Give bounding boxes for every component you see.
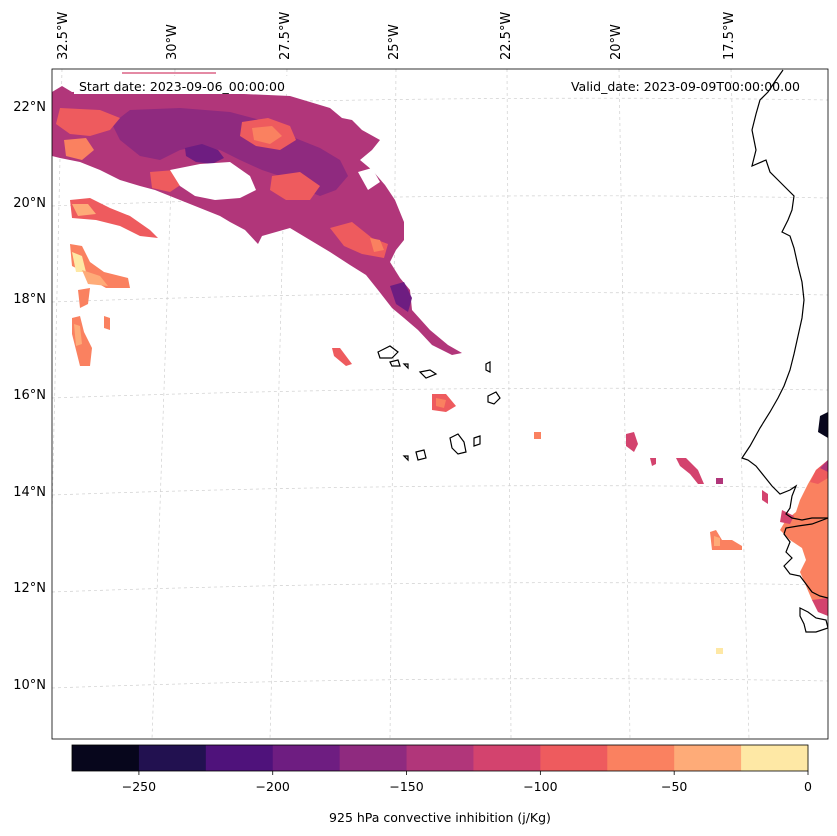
lat-label: 20°N (13, 196, 46, 211)
colorbar-tick-label: −200 (256, 779, 290, 794)
colorbar-tick-label: −100 (523, 779, 557, 794)
colorbar-swatch (607, 745, 675, 771)
colorbar-swatch (741, 745, 809, 771)
cin-orange-3 (270, 172, 320, 200)
cin-contours (52, 86, 828, 654)
cin-west-4-inner (74, 324, 82, 346)
cin-west-2-inner (72, 252, 86, 272)
colorbar-tick-label: 0 (804, 779, 812, 794)
cin-coast-blob-purple (820, 460, 828, 472)
valid-date-label: Valid_date: 2023-09-09T00:00:00.00 (571, 79, 800, 94)
colorbar-swatch (473, 745, 541, 771)
lat-label: 10°N (13, 678, 46, 693)
colorbar-swatch (205, 745, 274, 771)
lon-label: 20°W (609, 24, 624, 60)
colorbar-swatch (540, 745, 608, 771)
cin-east-2 (650, 458, 656, 466)
lon-label: 22.5°W (499, 12, 514, 60)
cin-gap-2 (358, 168, 380, 190)
cin-central-2-inner (436, 398, 446, 408)
cin-light-1 (64, 138, 94, 160)
lat-label: 12°N (13, 581, 46, 596)
cin-east-6 (716, 648, 723, 654)
lat-label: 16°N (13, 388, 46, 403)
colorbar-tick-label: −150 (389, 779, 423, 794)
start-date-label: Start date: 2023-09-06_00:00:00 (79, 79, 285, 94)
cin-west-2-mid (82, 270, 108, 286)
cin-east-1 (626, 432, 638, 452)
cin-band-deep (185, 144, 224, 164)
colorbar-swatch (272, 745, 341, 771)
cin-west-2 (70, 244, 130, 288)
colorbar-swatch (339, 745, 408, 771)
cin-west-5 (104, 316, 110, 330)
cin-coast-dark (818, 412, 828, 438)
colorbar: −250 −200 −150 −100 −50 0 (71, 744, 812, 794)
cin-coast-blob-south (812, 598, 828, 616)
map-border (51, 68, 829, 740)
coastline (377, 69, 828, 633)
colorbar-tick-label: −250 (122, 779, 156, 794)
cin-central-3 (534, 432, 541, 439)
cin-band-deep-2 (390, 282, 412, 312)
lon-label: 27.5°W (278, 12, 293, 60)
cin-light-3 (370, 238, 384, 252)
cin-coast-blob (780, 460, 828, 616)
cin-east-3 (676, 458, 704, 484)
longitude-labels: 32.5°W 30°W 27.5°W 25°W 22.5°W 20°W 17.5… (56, 12, 737, 60)
label-backdrop (74, 76, 314, 94)
cin-east-7 (762, 490, 768, 504)
lon-label: 32.5°W (56, 12, 71, 60)
colorbar-border (71, 744, 809, 772)
cin-west-3 (78, 288, 90, 308)
colorbar-swatch (406, 745, 474, 771)
map-content (52, 69, 828, 739)
cin-central-1 (332, 348, 352, 366)
lat-label: 18°N (13, 292, 46, 307)
latitude-labels: 22°N 20°N 18°N 16°N 14°N 12°N 10°N (13, 100, 46, 693)
cin-light-2 (252, 126, 282, 144)
lat-label: 22°N (13, 100, 46, 115)
cin-orange-1 (56, 108, 120, 136)
cin-west-1 (70, 198, 158, 238)
lat-label: 14°N (13, 485, 46, 500)
lon-label: 17.5°W (722, 12, 737, 60)
colorbar-label: 925 hPa convective inhibition (j/Kg) (329, 810, 551, 825)
colorbar-tick-label: −50 (661, 779, 687, 794)
cin-east-4 (716, 478, 723, 484)
colorbar-swatch (72, 745, 140, 771)
lon-label: 25°W (387, 24, 402, 60)
cin-coast-blob-mid (780, 510, 794, 524)
colorbar-swatch (138, 745, 207, 771)
colorbar-swatch (674, 745, 742, 771)
cin-gap-1 (170, 162, 256, 200)
cin-east-5-inner (714, 536, 720, 546)
cin-west-1-inner (72, 204, 96, 216)
lon-label: 30°W (165, 24, 180, 60)
